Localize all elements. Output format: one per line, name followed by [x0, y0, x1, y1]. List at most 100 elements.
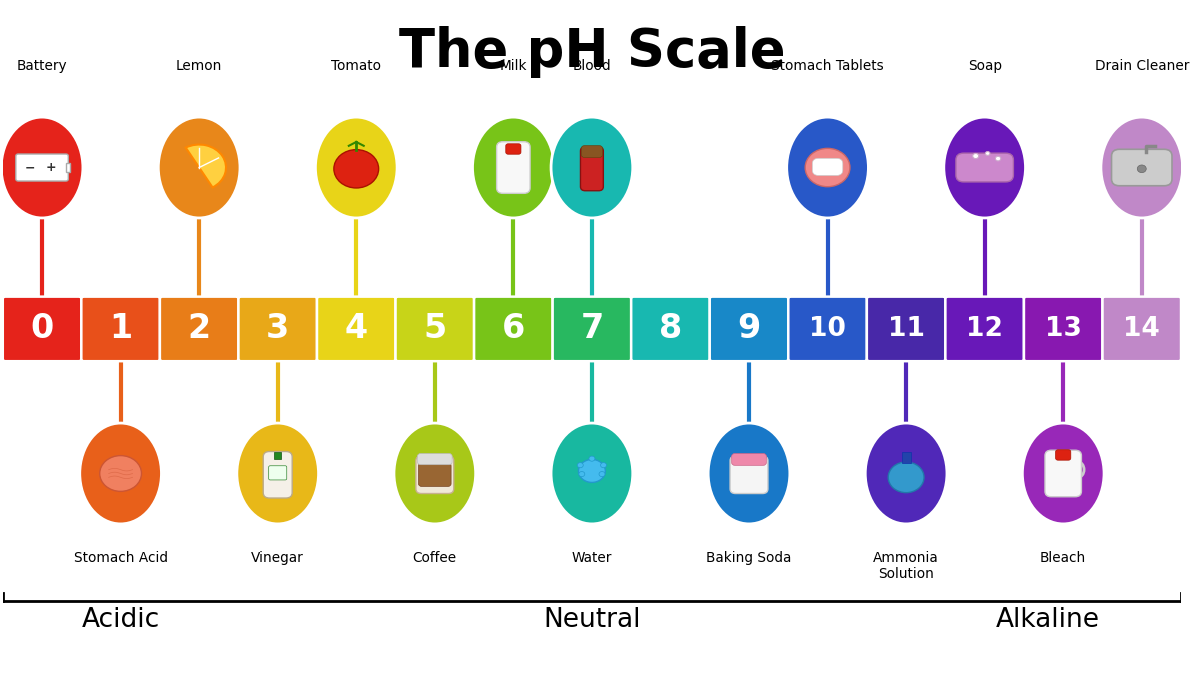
- FancyBboxPatch shape: [732, 454, 767, 465]
- FancyBboxPatch shape: [239, 297, 317, 361]
- Bar: [66, 163, 71, 172]
- Bar: [274, 452, 282, 460]
- Circle shape: [578, 471, 584, 477]
- Text: 3: 3: [266, 313, 289, 345]
- FancyBboxPatch shape: [497, 142, 530, 193]
- Text: 8: 8: [659, 313, 682, 345]
- Ellipse shape: [394, 423, 475, 524]
- Text: Bleach: Bleach: [1040, 551, 1086, 565]
- Circle shape: [888, 462, 924, 493]
- FancyBboxPatch shape: [317, 297, 396, 361]
- Ellipse shape: [236, 423, 318, 524]
- Circle shape: [600, 462, 606, 468]
- FancyBboxPatch shape: [82, 297, 160, 361]
- Ellipse shape: [551, 117, 632, 218]
- Text: 7: 7: [581, 313, 604, 345]
- Text: +: +: [46, 161, 56, 174]
- Text: Stomach Acid: Stomach Acid: [73, 551, 168, 565]
- Ellipse shape: [79, 423, 162, 524]
- FancyBboxPatch shape: [474, 297, 553, 361]
- Ellipse shape: [865, 423, 947, 524]
- Text: 1: 1: [109, 313, 132, 345]
- FancyBboxPatch shape: [396, 297, 474, 361]
- FancyBboxPatch shape: [1111, 149, 1172, 186]
- Text: 13: 13: [1045, 316, 1081, 342]
- Text: 0: 0: [30, 313, 54, 345]
- Circle shape: [334, 150, 379, 188]
- FancyBboxPatch shape: [581, 147, 604, 191]
- FancyBboxPatch shape: [788, 297, 866, 361]
- Ellipse shape: [158, 117, 240, 218]
- Circle shape: [996, 157, 1001, 161]
- Text: Soap: Soap: [967, 60, 1002, 73]
- Ellipse shape: [316, 117, 397, 218]
- Ellipse shape: [708, 423, 790, 524]
- Text: Alkaline: Alkaline: [996, 607, 1099, 633]
- Text: Milk: Milk: [499, 60, 527, 73]
- FancyBboxPatch shape: [16, 154, 68, 181]
- Text: 14: 14: [1123, 316, 1160, 342]
- FancyBboxPatch shape: [901, 452, 911, 463]
- Circle shape: [599, 471, 605, 477]
- Ellipse shape: [1, 117, 83, 218]
- FancyBboxPatch shape: [1024, 297, 1103, 361]
- FancyBboxPatch shape: [631, 297, 709, 361]
- Ellipse shape: [1022, 423, 1104, 524]
- FancyBboxPatch shape: [946, 297, 1024, 361]
- Text: 12: 12: [966, 316, 1003, 342]
- Text: Drain Cleaner: Drain Cleaner: [1094, 60, 1189, 73]
- FancyBboxPatch shape: [418, 454, 452, 464]
- Circle shape: [973, 153, 979, 159]
- Ellipse shape: [944, 117, 1026, 218]
- Text: 2: 2: [187, 313, 211, 345]
- Text: 9: 9: [737, 313, 761, 345]
- Circle shape: [1138, 165, 1146, 173]
- Text: Baking Soda: Baking Soda: [707, 551, 792, 565]
- Ellipse shape: [551, 423, 632, 524]
- Text: Acidic: Acidic: [82, 607, 160, 633]
- FancyBboxPatch shape: [419, 463, 451, 486]
- Text: Neutral: Neutral: [544, 607, 641, 633]
- Circle shape: [985, 152, 990, 155]
- Text: Vinegar: Vinegar: [251, 551, 304, 565]
- FancyBboxPatch shape: [709, 297, 788, 361]
- Circle shape: [578, 460, 605, 483]
- FancyBboxPatch shape: [1045, 450, 1081, 497]
- Circle shape: [100, 456, 142, 492]
- FancyBboxPatch shape: [505, 144, 521, 154]
- Circle shape: [805, 148, 850, 186]
- FancyBboxPatch shape: [160, 297, 239, 361]
- Text: 4: 4: [344, 313, 368, 345]
- Text: Battery: Battery: [17, 60, 67, 73]
- Text: Lemon: Lemon: [176, 60, 222, 73]
- Ellipse shape: [473, 117, 554, 218]
- FancyBboxPatch shape: [866, 297, 946, 361]
- Text: 6: 6: [502, 313, 524, 345]
- FancyBboxPatch shape: [730, 456, 768, 494]
- Wedge shape: [186, 144, 226, 187]
- Text: Blood: Blood: [572, 60, 611, 73]
- FancyBboxPatch shape: [553, 297, 631, 361]
- Text: Stomach Tablets: Stomach Tablets: [772, 60, 884, 73]
- Ellipse shape: [1100, 117, 1183, 218]
- FancyBboxPatch shape: [956, 153, 1014, 182]
- Text: 11: 11: [888, 316, 925, 342]
- Text: Coffee: Coffee: [413, 551, 457, 565]
- Text: Tomato: Tomato: [331, 60, 382, 73]
- Text: 10: 10: [809, 316, 846, 342]
- FancyBboxPatch shape: [263, 452, 292, 498]
- Ellipse shape: [787, 117, 869, 218]
- Circle shape: [589, 456, 595, 461]
- FancyBboxPatch shape: [2, 297, 82, 361]
- FancyBboxPatch shape: [1056, 450, 1070, 460]
- FancyBboxPatch shape: [581, 146, 602, 157]
- Text: −: −: [25, 161, 35, 174]
- Text: The pH Scale: The pH Scale: [398, 26, 785, 79]
- FancyBboxPatch shape: [812, 159, 842, 176]
- Text: Water: Water: [571, 551, 612, 565]
- Text: Ammonia
Solution: Ammonia Solution: [874, 551, 938, 581]
- FancyBboxPatch shape: [416, 456, 454, 494]
- Text: 5: 5: [424, 313, 446, 345]
- FancyBboxPatch shape: [1103, 297, 1181, 361]
- Circle shape: [577, 462, 583, 468]
